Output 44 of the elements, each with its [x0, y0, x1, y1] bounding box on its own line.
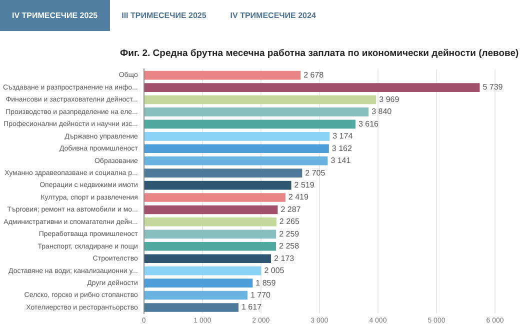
data-label: 2 265	[279, 217, 300, 226]
data-label: 2 173	[274, 254, 295, 263]
bar	[144, 156, 328, 166]
data-label: 2 259	[279, 229, 300, 238]
data-label: 2 678	[304, 70, 324, 80]
bar	[144, 95, 376, 104]
data-label: 2 005	[264, 266, 285, 276]
bar	[144, 168, 302, 178]
data-label: 2 519	[294, 180, 315, 190]
bar	[144, 132, 330, 141]
bar	[144, 108, 369, 116]
bar	[144, 303, 239, 312]
text: IV ТРИМЕСЕЧИЕ 2024	[229, 10, 317, 22]
data-label: 1 859	[256, 278, 276, 288]
bar	[144, 70, 301, 80]
data-label: 3 840	[372, 107, 392, 116]
bar	[144, 144, 329, 154]
bar	[144, 254, 272, 264]
data-label: 3 174	[332, 132, 354, 141]
data-label: 3 141	[330, 156, 352, 166]
data-label: 5 739	[482, 82, 504, 92]
bar	[144, 242, 276, 251]
data-label: 3 616	[358, 119, 380, 128]
data-label: 2 258	[279, 242, 300, 251]
bar	[144, 83, 480, 92]
chart-title: Фиг. 2. Средна брутна месечна работна заплата по икономически дейности (левове)	[120, 48, 520, 61]
data-label: 1 770	[250, 290, 272, 300]
bar	[144, 205, 278, 214]
bar	[144, 230, 276, 239]
data-label: 1 617	[242, 302, 262, 312]
bar	[144, 218, 276, 226]
bar	[144, 193, 286, 202]
bar	[144, 180, 292, 190]
bar	[144, 278, 253, 288]
text: III ТРИМЕСЕЧИЕ 2025	[120, 10, 208, 22]
data-label: 2 705	[305, 168, 326, 178]
bar	[144, 120, 356, 129]
text: IV ТРИМЕСЕЧИЕ 2025	[0, 0, 110, 31]
data-label: 2 287	[280, 204, 302, 214]
data-label: 2 419	[288, 192, 310, 202]
bar	[144, 290, 248, 300]
data-label: 3 969	[379, 94, 400, 104]
data-label: 3 162	[332, 144, 352, 153]
bar	[144, 266, 262, 276]
